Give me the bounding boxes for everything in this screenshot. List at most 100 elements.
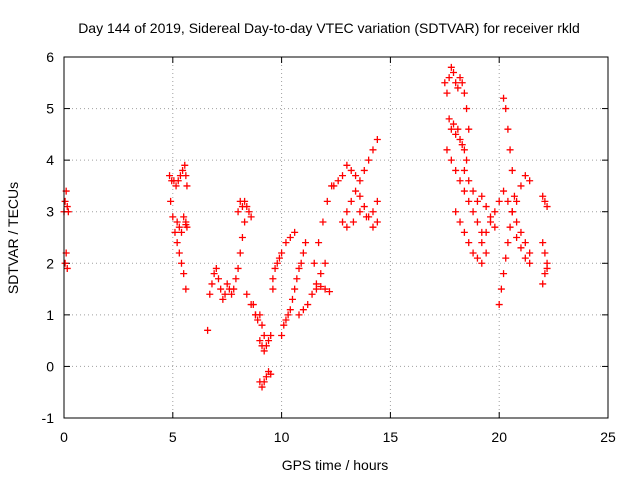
data-point — [495, 197, 503, 205]
data-point — [174, 177, 182, 185]
data-point — [478, 259, 486, 267]
data-point — [183, 182, 191, 190]
data-point — [486, 218, 494, 226]
data-point — [208, 280, 216, 288]
data-point — [262, 373, 270, 381]
data-point — [321, 259, 329, 267]
data-point — [465, 239, 473, 247]
data-point — [295, 264, 303, 272]
data-point — [541, 197, 549, 205]
data-point — [521, 239, 529, 247]
data-point — [521, 172, 529, 180]
data-point — [465, 197, 473, 205]
data-point — [469, 249, 477, 257]
data-point — [343, 208, 351, 216]
data-point — [219, 295, 227, 303]
y-tick-label: 6 — [46, 49, 54, 65]
data-point — [258, 321, 266, 329]
data-point — [247, 213, 255, 221]
data-point — [463, 156, 471, 164]
data-point — [510, 192, 518, 200]
data-point — [463, 105, 471, 113]
data-point — [293, 275, 301, 283]
data-point — [452, 79, 460, 87]
chart-title: Day 144 of 2019, Sidereal Day-to-day VTE… — [78, 20, 580, 36]
data-point — [232, 275, 240, 283]
data-point — [282, 239, 290, 247]
data-point — [245, 208, 253, 216]
x-tick-label: 5 — [169, 429, 177, 445]
data-point — [173, 239, 181, 247]
data-point — [234, 208, 242, 216]
data-point — [288, 295, 296, 303]
data-point — [454, 125, 462, 133]
data-point — [543, 264, 551, 272]
data-point — [460, 89, 468, 97]
y-axis-label: SDTVAR / TECUs — [5, 182, 21, 294]
data-point — [482, 203, 490, 211]
data-point — [369, 146, 377, 154]
y-tick-label: 2 — [46, 255, 54, 271]
data-point — [450, 120, 458, 128]
data-point — [182, 221, 190, 229]
data-point — [517, 228, 525, 236]
data-point — [441, 79, 449, 87]
data-point — [291, 228, 299, 236]
data-point — [273, 259, 281, 267]
data-point — [243, 290, 251, 298]
data-point — [356, 177, 364, 185]
data-point — [286, 234, 294, 241]
data-point — [360, 203, 368, 211]
data-point — [521, 254, 529, 262]
data-point — [458, 141, 466, 149]
data-point — [526, 249, 534, 257]
data-point — [373, 218, 381, 226]
data-point — [317, 282, 325, 290]
data-point — [238, 234, 246, 241]
data-point — [286, 306, 294, 314]
data-point — [325, 288, 333, 296]
data-point — [356, 192, 364, 200]
data-point — [212, 264, 220, 272]
data-point — [347, 197, 355, 205]
data-point — [278, 331, 286, 339]
data-point — [323, 197, 331, 205]
data-point — [539, 239, 547, 247]
y-tick-label: 4 — [46, 152, 54, 168]
data-point — [349, 218, 357, 226]
data-point — [482, 249, 490, 257]
data-point — [241, 197, 249, 205]
data-point — [275, 254, 283, 262]
data-point — [456, 177, 464, 185]
data-point — [61, 197, 69, 205]
data-point — [539, 280, 547, 288]
data-point — [447, 156, 455, 164]
data-point — [269, 285, 277, 293]
data-point — [339, 218, 347, 226]
x-tick-label: 0 — [60, 429, 68, 445]
data-point — [228, 290, 236, 298]
data-point — [178, 228, 186, 236]
x-tick-label: 10 — [274, 429, 290, 445]
data-point — [526, 259, 534, 267]
data-point — [241, 218, 249, 226]
data-point — [64, 208, 72, 216]
data-point — [502, 105, 510, 113]
data-point — [517, 182, 525, 190]
data-point — [271, 264, 279, 272]
data-point — [517, 244, 525, 252]
data-point — [267, 370, 275, 378]
data-point — [373, 197, 381, 205]
data-point — [465, 177, 473, 185]
data-point — [458, 79, 466, 87]
data-point — [445, 115, 453, 123]
data-point — [278, 249, 286, 257]
data-point — [500, 94, 508, 102]
data-point — [508, 208, 516, 216]
data-point — [63, 203, 71, 211]
data-point — [504, 197, 512, 205]
data-point — [251, 311, 259, 319]
data-point — [182, 172, 190, 180]
data-point — [247, 301, 255, 309]
data-point — [180, 213, 188, 221]
